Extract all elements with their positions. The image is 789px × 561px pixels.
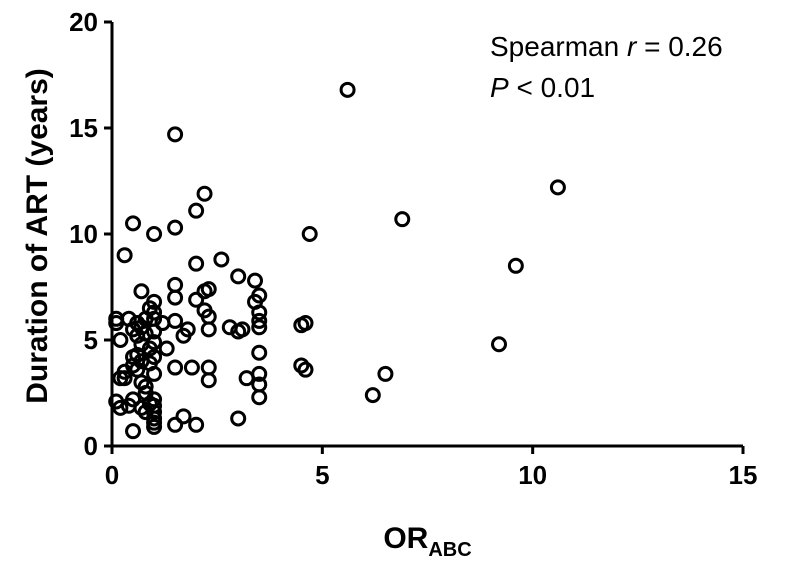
annotation-correlation-prefix: Spearman — [490, 31, 627, 62]
data-point — [200, 321, 217, 338]
data-point — [238, 370, 255, 387]
y-axis-title: Duration of ART (years) — [21, 68, 54, 404]
data-point — [146, 304, 163, 321]
data-point — [146, 293, 163, 310]
data-point — [133, 283, 150, 300]
data-point — [125, 215, 142, 232]
data-point — [339, 81, 356, 98]
data-point — [200, 372, 217, 389]
data-point — [188, 291, 205, 308]
x-axis-title-subscript: ABC — [428, 539, 471, 561]
data-point — [364, 387, 381, 404]
data-point — [507, 257, 524, 274]
data-point — [251, 312, 268, 329]
data-point — [196, 185, 213, 202]
data-point — [112, 399, 129, 416]
data-point — [491, 336, 508, 353]
y-tick-label: 10 — [69, 219, 98, 249]
data-point — [394, 211, 411, 228]
data-point — [167, 312, 184, 329]
data-point — [213, 251, 230, 268]
data-point — [146, 404, 163, 421]
data-point — [158, 340, 175, 357]
annotation-correlation-symbol: r — [627, 31, 638, 62]
data-point — [230, 410, 247, 427]
annotation-pvalue: P < 0.01 — [490, 72, 595, 103]
y-tick-label: 0 — [84, 431, 98, 461]
data-point — [167, 276, 184, 293]
y-tick-label: 5 — [84, 325, 98, 355]
data-point — [146, 418, 163, 435]
data-point — [293, 357, 310, 374]
x-tick-label: 15 — [729, 460, 758, 490]
annotation-correlation-value: = 0.26 — [636, 31, 722, 62]
data-point — [167, 289, 184, 306]
x-axis-title: ORABC — [383, 522, 471, 561]
data-point — [230, 268, 247, 285]
data-point — [129, 327, 146, 344]
data-point — [251, 344, 268, 361]
data-point — [167, 359, 184, 376]
data-point — [297, 315, 314, 332]
data-point — [167, 219, 184, 236]
axes-group — [110, 22, 743, 448]
data-point — [146, 365, 163, 382]
data-point — [200, 359, 217, 376]
data-point — [251, 389, 268, 406]
data-point — [125, 423, 142, 440]
data-point — [137, 325, 154, 342]
data-point — [179, 321, 196, 338]
y-tick-label: 20 — [69, 7, 98, 37]
data-point — [297, 361, 314, 378]
data-points-group — [108, 81, 566, 440]
data-point — [251, 304, 268, 321]
data-point — [116, 247, 133, 264]
x-tick-label: 0 — [105, 460, 119, 490]
data-point — [137, 378, 154, 395]
ticks-group: 0 5 10 15 20 0 5 10 15 — [69, 7, 757, 490]
data-point — [112, 332, 129, 348]
data-point — [146, 323, 163, 340]
annotation-pvalue-symbol: P — [490, 72, 509, 103]
data-point — [549, 179, 566, 196]
data-point — [251, 287, 268, 304]
data-point — [146, 348, 163, 365]
x-tick-label: 10 — [518, 460, 547, 490]
data-point — [251, 365, 268, 382]
x-axis-title-main: OR — [383, 522, 428, 555]
data-point — [247, 272, 264, 289]
annotation-correlation: Spearman r = 0.26 — [490, 31, 723, 62]
data-point — [167, 416, 184, 433]
x-tick-label: 5 — [315, 460, 329, 490]
data-point — [167, 126, 184, 143]
data-point — [125, 391, 142, 408]
data-point — [146, 334, 163, 351]
data-point — [183, 359, 200, 376]
y-tick-label: 15 — [69, 113, 98, 143]
annotation-pvalue-value: < 0.01 — [509, 72, 595, 103]
data-point — [234, 321, 251, 338]
data-point — [377, 365, 394, 382]
data-point — [188, 255, 205, 272]
data-point — [188, 202, 205, 219]
data-point — [116, 370, 133, 387]
data-point — [175, 408, 192, 425]
data-point — [301, 226, 318, 242]
data-point — [200, 281, 217, 298]
data-point — [146, 226, 163, 242]
data-point — [251, 319, 268, 336]
data-point — [188, 416, 205, 433]
